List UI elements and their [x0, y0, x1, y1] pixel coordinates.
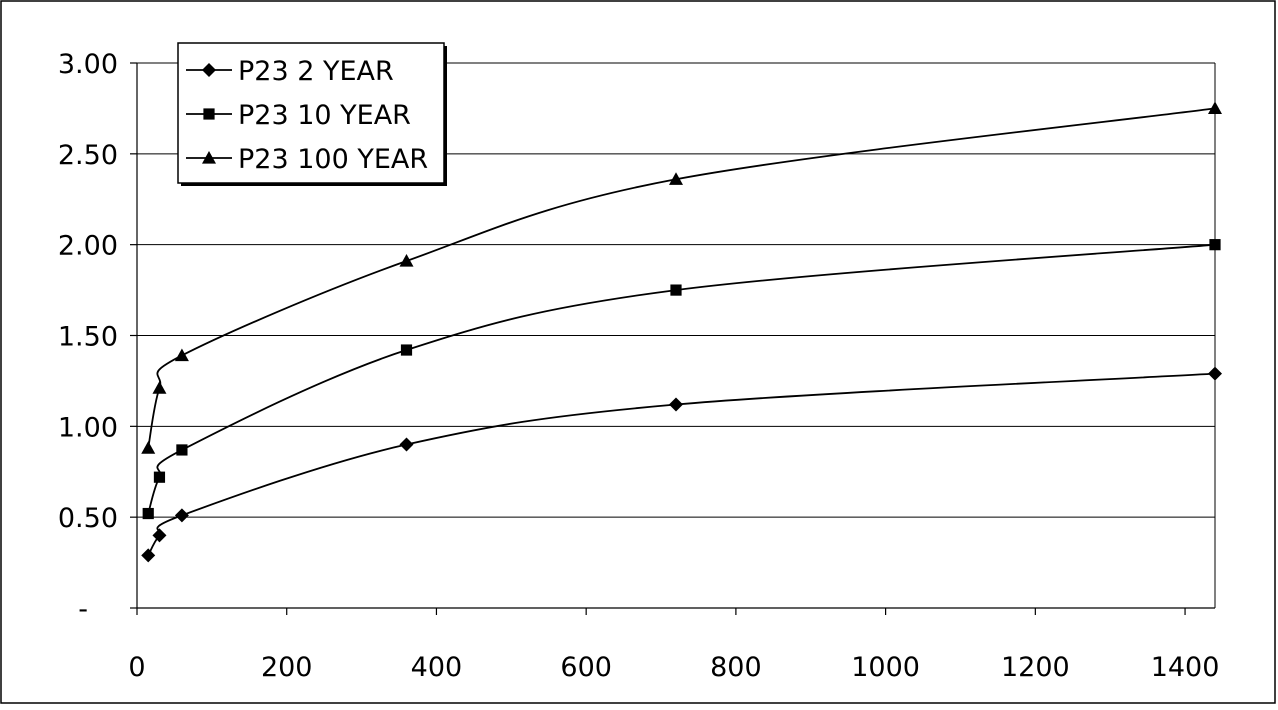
- legend-marker: [203, 108, 215, 120]
- y-tick-label: 0.50: [58, 503, 118, 534]
- y-tick-label: 3.00: [58, 49, 118, 80]
- data-point: [399, 437, 414, 452]
- legend: P23 2 YEAR P23 10 YEAR P23 100 YEAR: [177, 42, 447, 186]
- data-point: [142, 507, 154, 520]
- y-tick-label: 2.50: [58, 140, 118, 171]
- x-tick-label: 600: [560, 652, 612, 683]
- legend-entry-2: P23 100 YEAR: [186, 144, 428, 175]
- y-tick-label: -: [78, 594, 88, 625]
- data-point: [141, 441, 156, 454]
- series-2: [141, 101, 1222, 454]
- series-0: [141, 366, 1222, 563]
- x-tick-label: 1000: [851, 652, 920, 683]
- data-point: [174, 348, 189, 362]
- data-point: [1208, 366, 1222, 381]
- legend-entry-1: P23 10 YEAR: [186, 100, 411, 131]
- legend-label: P23 100 YEAR: [238, 144, 428, 175]
- x-tick-label: 800: [710, 652, 762, 683]
- axes: - 0.50 1.00 1.50 2.00 2.50 3.00 0 200 400 600 800 10…: [58, 49, 1220, 683]
- x-tick-label: 0: [128, 652, 145, 683]
- legend-box: [177, 42, 445, 184]
- legend-marker: [202, 151, 216, 164]
- data-point: [176, 444, 188, 456]
- data-point: [141, 548, 156, 563]
- data-point: [1209, 239, 1221, 251]
- series-line: [147, 243, 1216, 514]
- data-point: [399, 254, 414, 267]
- data-point: [174, 508, 189, 523]
- y-tick-label: 1.50: [58, 322, 118, 353]
- series-1: [142, 239, 1221, 520]
- y-tick-label: 2.00: [58, 231, 118, 262]
- data-point: [670, 284, 682, 296]
- data-point: [152, 528, 167, 543]
- data-point: [400, 344, 413, 356]
- x-tick-label: 400: [411, 652, 463, 683]
- x-tick-label: 1200: [1001, 652, 1070, 683]
- y-tick-label: 1.00: [58, 412, 118, 443]
- legend-label: P23 2 YEAR: [238, 56, 394, 87]
- data-point: [1208, 101, 1222, 115]
- data-point: [669, 397, 683, 412]
- legend-marker: [202, 63, 216, 77]
- data-point: [153, 471, 166, 483]
- series-line: [147, 107, 1216, 449]
- legend-label: P23 10 YEAR: [238, 100, 411, 131]
- data-point: [152, 381, 167, 394]
- x-tick-label: 200: [261, 652, 313, 683]
- series-group: [141, 101, 1222, 563]
- legend-entry-0: P23 2 YEAR: [186, 56, 394, 87]
- data-point: [669, 172, 683, 185]
- x-tick-label: 1400: [1151, 652, 1220, 683]
